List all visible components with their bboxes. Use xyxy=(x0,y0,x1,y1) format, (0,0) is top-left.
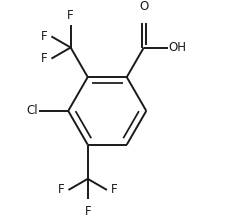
Text: F: F xyxy=(41,52,48,65)
Text: OH: OH xyxy=(169,41,187,54)
Text: F: F xyxy=(58,184,65,196)
Text: Cl: Cl xyxy=(26,104,38,118)
Text: O: O xyxy=(139,0,148,13)
Text: F: F xyxy=(110,184,117,196)
Text: F: F xyxy=(41,30,48,43)
Text: F: F xyxy=(84,204,91,218)
Text: F: F xyxy=(67,9,74,22)
